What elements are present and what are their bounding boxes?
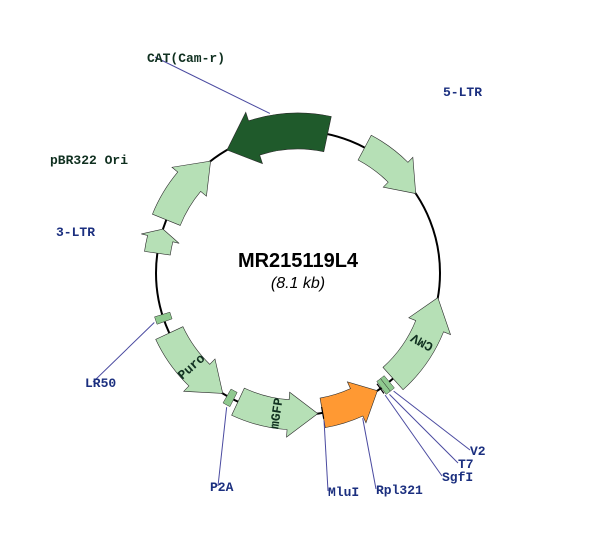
- plasmid-name: MR215119L4: [198, 250, 398, 273]
- feature-label-cat: CAT(Cam-r): [147, 51, 225, 66]
- feature-label-p2a: P2A: [210, 480, 233, 495]
- plasmid-size: (8.1 kb): [198, 275, 398, 293]
- feature-label-ltr3: 3-LTR: [56, 225, 95, 240]
- feature-label-lr50: LR50: [85, 376, 116, 391]
- feature-label-ltr5: 5-LTR: [443, 85, 482, 100]
- feature-label-sgfi: SgfI: [442, 470, 473, 485]
- feature-label-ori: pBR322 Ori: [50, 153, 128, 168]
- feature-label-mlui: MluI: [328, 485, 359, 500]
- plasmid-title: MR215119L4 (8.1 kb): [198, 250, 398, 293]
- feature-label-rpl321: Rpl321: [376, 483, 423, 498]
